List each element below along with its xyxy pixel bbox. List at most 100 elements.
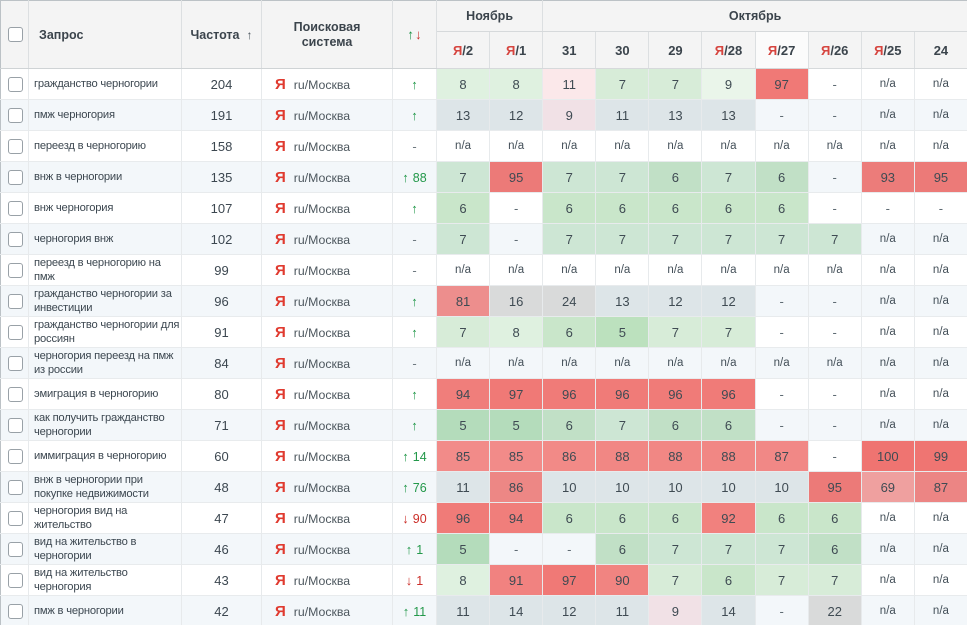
position-cell: n/a <box>595 347 650 379</box>
query-cell[interactable]: черногория вид на жительство <box>28 502 182 534</box>
date-column-header[interactable]: 30 <box>595 31 650 69</box>
change-up-arrow-icon: ↑ <box>411 417 418 433</box>
date-column-header[interactable]: Я/27 <box>755 31 809 69</box>
position-cell: - <box>755 378 809 410</box>
row-checkbox[interactable] <box>8 417 23 433</box>
position-cell: 6 <box>808 502 862 534</box>
query-cell[interactable]: гражданство черногории за инвестиции <box>28 285 182 317</box>
position-cell: 97 <box>755 68 809 100</box>
region-label: ru/Москва <box>293 418 351 433</box>
row-checkbox[interactable] <box>8 76 23 92</box>
position-cell: n/a <box>914 316 967 348</box>
query-cell[interactable]: вид на жительство черногория <box>28 564 182 596</box>
position-cell: 86 <box>489 471 544 503</box>
frequency-cell: 48 <box>181 471 262 503</box>
query-cell[interactable]: гражданство черногории <box>28 68 182 100</box>
yandex-update-icon: Я <box>874 42 884 58</box>
position-cell: n/a <box>914 533 967 565</box>
row-checkbox[interactable] <box>8 510 23 526</box>
query-cell[interactable]: внж черногория <box>28 192 182 224</box>
position-cell: n/a <box>648 254 703 286</box>
select-all-checkbox[interactable] <box>8 27 23 42</box>
row-checkbox-cell <box>0 502 29 534</box>
row-checkbox[interactable] <box>8 107 23 123</box>
query-column-header[interactable]: Запрос <box>28 0 182 69</box>
row-checkbox[interactable] <box>8 572 23 588</box>
yandex-update-icon: Я <box>714 42 725 58</box>
position-cell: 7 <box>595 161 650 193</box>
position-cell: n/a <box>914 347 967 379</box>
change-column-header[interactable]: ↑↓ <box>392 0 437 69</box>
query-cell[interactable]: переезд в черногорию <box>28 130 182 162</box>
position-cell: - <box>755 99 809 131</box>
row-checkbox[interactable] <box>8 262 23 278</box>
date-column-header[interactable]: 29 <box>648 31 703 69</box>
frequency-column-header[interactable]: Частота ↑ <box>181 0 262 69</box>
row-checkbox-cell <box>0 409 29 441</box>
row-checkbox[interactable] <box>8 169 23 185</box>
date-column-header[interactable]: Я/25 <box>861 31 915 69</box>
position-cell: n/a <box>808 130 862 162</box>
date-column-header[interactable]: Я/2 <box>436 31 491 69</box>
query-cell[interactable]: вид на жительство в черногории <box>28 533 182 565</box>
query-column-label: Запрос <box>39 27 84 42</box>
row-checkbox[interactable] <box>8 355 23 371</box>
date-column-header[interactable]: Я/26 <box>808 31 862 69</box>
date-column-header[interactable]: Я/28 <box>701 31 756 69</box>
query-cell[interactable]: как получить гражданство черногории <box>28 409 182 441</box>
position-cell: n/a <box>914 99 967 131</box>
date-column-header[interactable]: Я/1 <box>489 31 544 69</box>
change-up-arrow-icon: ↑ <box>411 324 418 340</box>
position-cell: 86 <box>542 440 597 472</box>
query-cell[interactable]: черногория переезд на пмж из россии <box>28 347 182 379</box>
position-cell: 10 <box>542 471 597 503</box>
row-checkbox[interactable] <box>8 293 23 309</box>
search-engine-column-header[interactable]: Поисковая система <box>261 0 393 69</box>
position-cell: 7 <box>436 161 491 193</box>
row-checkbox-cell <box>0 223 29 255</box>
query-cell[interactable]: внж в черногории при покупке недвижимост… <box>28 471 182 503</box>
position-cell: 13 <box>595 285 650 317</box>
position-cell: n/a <box>861 254 915 286</box>
region-label: ru/Москва <box>293 387 351 402</box>
query-cell[interactable]: переезд в черногорию на пмж <box>28 254 182 286</box>
date-column-header[interactable]: 24 <box>914 31 967 69</box>
query-cell[interactable]: иммиграция в черногорию <box>28 440 182 472</box>
query-text: черногория внж <box>34 233 114 245</box>
position-cell: 7 <box>648 533 703 565</box>
position-cell: - <box>914 192 967 224</box>
query-cell[interactable]: гражданство черногории для россиян <box>28 316 182 348</box>
query-text: пмж черногория <box>34 109 115 121</box>
row-checkbox[interactable] <box>8 386 23 402</box>
yandex-icon: Я <box>275 354 286 372</box>
row-checkbox[interactable] <box>8 603 23 619</box>
change-up-arrow-icon: ↑ <box>405 541 413 557</box>
query-cell[interactable]: внж в черногории <box>28 161 182 193</box>
query-cell[interactable]: пмж черногория <box>28 99 182 131</box>
query-cell[interactable]: черногория внж <box>28 223 182 255</box>
row-checkbox[interactable] <box>8 448 23 464</box>
sort-ascending-icon[interactable]: ↑ <box>246 27 253 42</box>
region-label: ru/Москва <box>293 201 351 216</box>
row-checkbox[interactable] <box>8 138 23 154</box>
row-checkbox[interactable] <box>8 324 23 340</box>
position-cell: n/a <box>701 254 756 286</box>
yandex-update-icon: Я <box>767 42 778 58</box>
change-up-arrow-icon: ↑ <box>402 448 409 464</box>
position-cell: 85 <box>489 440 544 472</box>
region-label: ru/Москва <box>293 604 351 619</box>
query-cell[interactable]: пмж в черногории <box>28 595 182 625</box>
row-checkbox[interactable] <box>8 541 23 557</box>
query-cell[interactable]: эмиграция в черногорию <box>28 378 182 410</box>
row-checkbox[interactable] <box>8 200 23 216</box>
row-checkbox[interactable] <box>8 479 23 495</box>
date-column-header[interactable]: 31 <box>542 31 597 69</box>
position-cell: n/a <box>542 347 597 379</box>
region-label: ru/Москва <box>293 356 351 371</box>
row-checkbox[interactable] <box>8 231 23 247</box>
no-change-dash: - <box>412 138 417 154</box>
position-cell: 87 <box>914 471 967 503</box>
